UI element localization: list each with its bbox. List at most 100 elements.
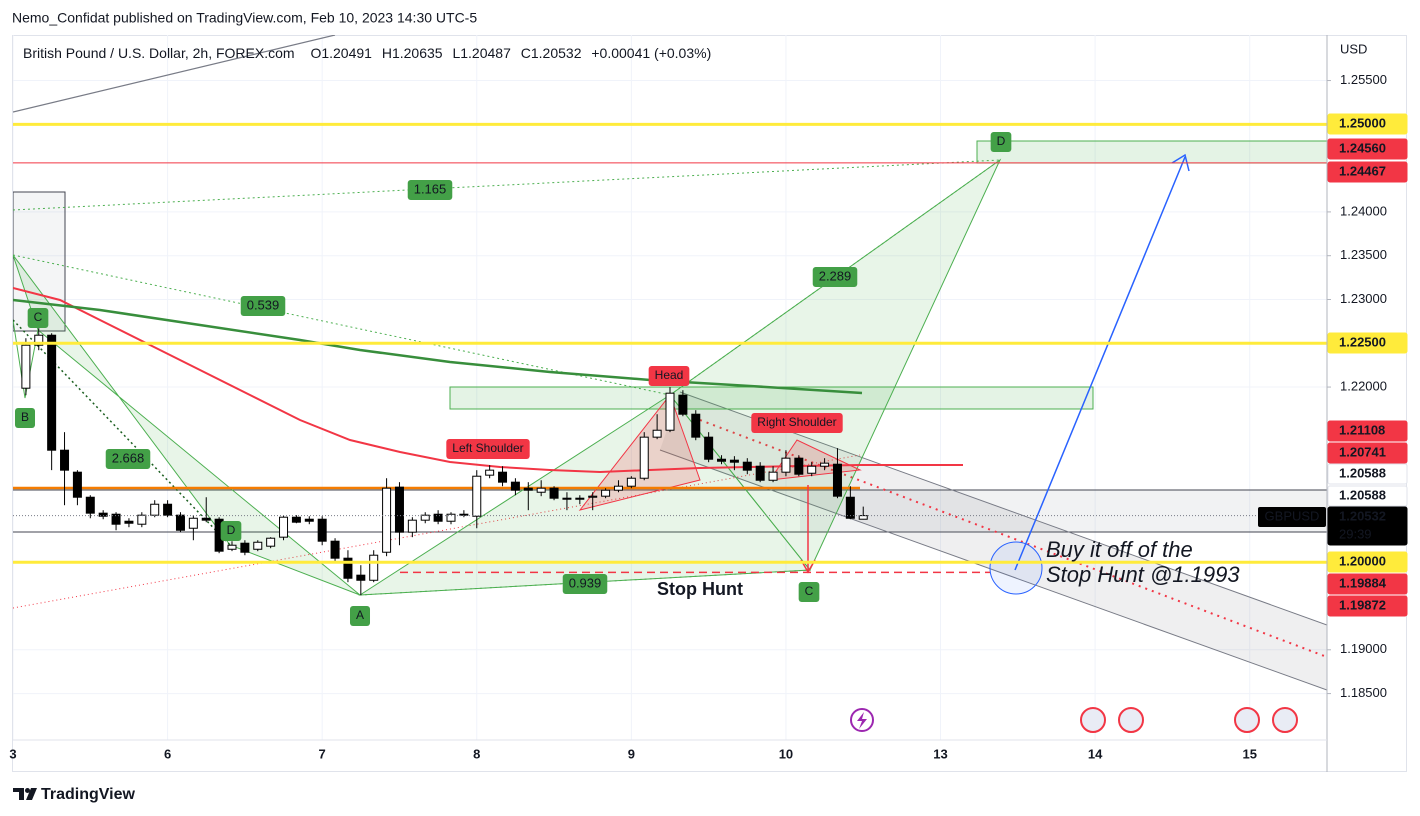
annotation-label: A xyxy=(356,608,364,622)
ohlc-key: O xyxy=(310,45,321,61)
x-tick-label: 6 xyxy=(164,746,171,761)
y-tick-label: 1.23500 xyxy=(1340,247,1387,262)
candle-body xyxy=(510,481,520,491)
annotation-label: C xyxy=(34,310,43,324)
brand-logo-dot xyxy=(25,788,30,793)
annotation-box xyxy=(812,267,858,287)
annotation-label: 2.668 xyxy=(112,450,145,465)
candle-body xyxy=(227,544,237,550)
annotation-label: Right Shoulder xyxy=(757,415,836,429)
candle-body xyxy=(330,540,340,559)
annotation-label: 0.539 xyxy=(247,297,280,312)
brand: TradingView xyxy=(13,786,136,803)
range-zone xyxy=(800,490,1327,532)
x-tick-label: 14 xyxy=(1088,746,1103,761)
annotation-box xyxy=(220,521,242,541)
x-tick-label: 8 xyxy=(473,746,480,761)
event-icon[interactable] xyxy=(1118,707,1144,733)
price-tag xyxy=(1327,551,1408,573)
ratio-line xyxy=(13,319,231,546)
candle-body xyxy=(794,457,804,475)
candle-body xyxy=(639,436,649,479)
annotation-box xyxy=(798,582,820,602)
event-icon[interactable] xyxy=(1234,707,1260,733)
annotation-label: 1.165 xyxy=(414,181,447,196)
annotation-box xyxy=(105,449,151,469)
candle-body xyxy=(266,537,276,547)
candle-body xyxy=(807,465,817,474)
candle-body xyxy=(34,334,44,346)
event-icons xyxy=(850,707,1298,733)
candle-body xyxy=(832,463,842,497)
price-tag xyxy=(1327,138,1408,160)
candle-body xyxy=(858,515,868,520)
candle-body xyxy=(755,465,765,481)
candle-body xyxy=(356,574,366,581)
candle-body xyxy=(729,459,739,463)
x-tick-label: 3 xyxy=(9,746,16,761)
event-icon[interactable] xyxy=(1080,707,1106,733)
price-tag-label: 1.19872 xyxy=(1339,597,1386,612)
price-tag xyxy=(1327,573,1408,595)
ohlc-key: L xyxy=(452,45,460,61)
ratio-line xyxy=(13,254,671,396)
ohlc-value: 1.20487 xyxy=(460,45,511,61)
candle-body xyxy=(317,518,327,542)
event-glyph xyxy=(857,712,867,729)
price-tag-label: 1.20588 xyxy=(1339,487,1386,502)
channel-line xyxy=(659,449,1327,691)
harmonic-leg xyxy=(13,319,39,399)
annotation-box xyxy=(349,606,371,626)
candle-body xyxy=(279,516,289,538)
annotations: 1.165 0.539 2.668 0.939 2.289 A B C D D C Head Left … xyxy=(13,122,1327,626)
candle-body xyxy=(304,518,314,522)
symbol-tag xyxy=(1258,507,1326,527)
y-tick-label: 1.18500 xyxy=(1340,685,1387,700)
event-icon[interactable] xyxy=(1272,707,1298,733)
candle-body xyxy=(394,486,404,533)
annotation-label: C xyxy=(805,584,814,598)
candle-body xyxy=(60,449,70,471)
brand-logo xyxy=(13,788,37,800)
price-tag-label: 1.20741 xyxy=(1339,444,1386,459)
candle-body xyxy=(704,436,714,460)
countdown: 29:39 xyxy=(1339,526,1372,541)
ohlc-key: C xyxy=(521,45,531,61)
annotation-label: D xyxy=(227,523,236,537)
y-tick-label: 1.25500 xyxy=(1340,72,1387,87)
annotation-box xyxy=(446,439,530,459)
annotation-box xyxy=(14,408,36,428)
price-tag xyxy=(1327,485,1408,507)
candle-body xyxy=(820,462,830,467)
legend: British Pound / U.S. Dollar, 2h, FOREX.c… xyxy=(23,45,711,61)
candle-body xyxy=(407,519,417,533)
price-tag-label: 1.21108 xyxy=(1339,422,1385,437)
trend-line xyxy=(13,35,336,113)
candle-body xyxy=(137,514,147,525)
annotation-label: D xyxy=(997,134,1006,148)
price-tag-label: 1.20000 xyxy=(1339,553,1386,568)
candle-body xyxy=(343,557,353,579)
moving-average xyxy=(13,298,863,395)
currency: USD xyxy=(1340,41,1367,56)
candle-body xyxy=(498,471,508,483)
candle-body xyxy=(253,541,263,550)
candle-body xyxy=(742,461,752,471)
symbol-label: GBPUSD xyxy=(1265,508,1320,523)
price-tag-label: 1.25000 xyxy=(1339,115,1386,130)
candle-body xyxy=(47,334,57,451)
candle-body xyxy=(124,520,134,524)
x-tick-label: 7 xyxy=(319,746,326,761)
annotation-label: Head xyxy=(655,368,684,382)
candle-body xyxy=(575,497,585,500)
chart-frame xyxy=(12,35,1407,772)
candle-body xyxy=(446,513,456,522)
y-tick-label: 1.19000 xyxy=(1340,641,1387,656)
price-tag xyxy=(1327,113,1408,135)
annotation-text: Buy it off of the xyxy=(1046,537,1193,562)
price-tag xyxy=(1327,161,1408,183)
price-tag xyxy=(1327,332,1408,354)
ohlc-value: 1.20532 xyxy=(531,45,582,61)
annotation-box xyxy=(562,574,608,594)
